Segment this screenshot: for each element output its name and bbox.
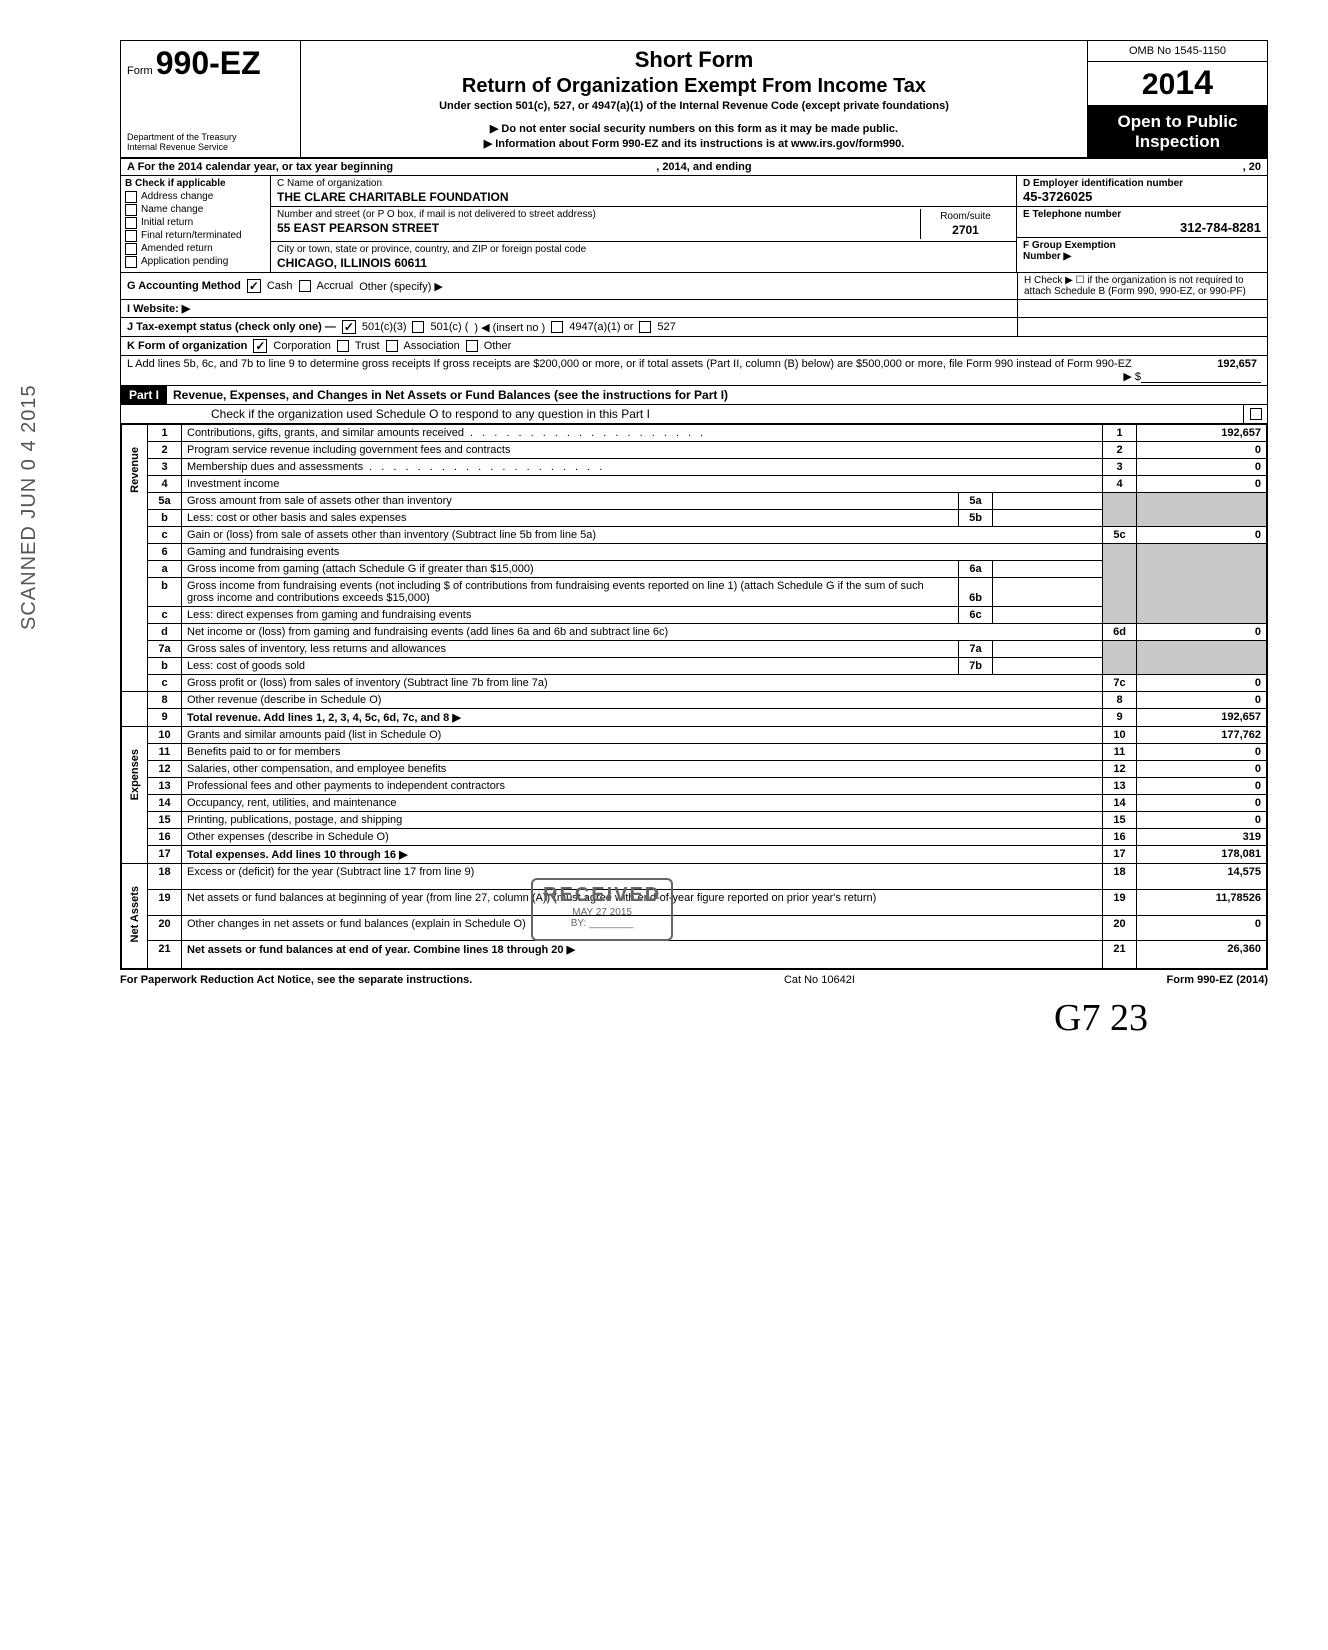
group-exempt-label: F Group Exemption xyxy=(1023,240,1261,251)
ein: 45-3726025 xyxy=(1023,189,1261,204)
bcd-block: B Check if applicable Address change Nam… xyxy=(121,176,1267,273)
street: 55 EAST PEARSON STREET xyxy=(277,221,920,235)
line10-value: 177,762 xyxy=(1137,727,1267,744)
form-header: Form 990-EZ Department of the Treasury I… xyxy=(121,41,1267,159)
sidebar-net-assets: Net Assets xyxy=(122,864,148,968)
chk-4947[interactable] xyxy=(551,321,563,333)
h-note: H Check ▶ ☐ if the organization is not r… xyxy=(1017,273,1267,299)
line3-value: 0 xyxy=(1137,459,1267,476)
line4-value: 0 xyxy=(1137,476,1267,493)
page-footer: For Paperwork Reduction Act Notice, see … xyxy=(120,970,1268,990)
tax-year: 2014 xyxy=(1088,62,1267,106)
line13-value: 0 xyxy=(1137,778,1267,795)
part1-header: Part I Revenue, Expenses, and Changes in… xyxy=(121,386,1267,405)
city: CHICAGO, ILLINOIS 60611 xyxy=(277,256,1010,270)
line20-value: 0 xyxy=(1137,915,1267,941)
chk-final[interactable] xyxy=(125,230,137,242)
org-name-label: C Name of organization xyxy=(277,178,1010,189)
line1-value: 192,657 xyxy=(1137,425,1267,442)
gross-receipts: 192,657 xyxy=(1141,358,1261,383)
chk-cash[interactable]: ✓ xyxy=(247,279,261,293)
group-number: Number ▶ xyxy=(1023,251,1261,262)
room-label: Room/suite xyxy=(927,211,1004,222)
note-info: ▶ Information about Form 990-EZ and its … xyxy=(311,137,1077,150)
note-ssn: ▶ Do not enter social security numbers o… xyxy=(311,122,1077,135)
line11-value: 0 xyxy=(1137,744,1267,761)
open-to-public: Open to Public Inspection xyxy=(1088,106,1267,157)
chk-schedule-o[interactable] xyxy=(1250,408,1262,420)
org-name: THE CLARE CHARITABLE FOUNDATION xyxy=(277,190,1010,204)
tel-label: E Telephone number xyxy=(1023,209,1261,220)
col-c: C Name of organization THE CLARE CHARITA… xyxy=(271,176,1017,272)
tel: 312-784-8281 xyxy=(1023,220,1261,235)
chk-527[interactable] xyxy=(639,321,651,333)
line17-value: 178,081 xyxy=(1137,846,1267,864)
ein-label: D Employer identification number xyxy=(1023,178,1261,189)
omb-number: OMB No 1545-1150 xyxy=(1088,41,1267,62)
part1-check-note: Check if the organization used Schedule … xyxy=(121,405,1243,423)
website-label: I Website: ▶ xyxy=(127,302,190,315)
chk-501c3[interactable]: ✓ xyxy=(342,320,356,334)
line21-value: 26,360 xyxy=(1137,941,1267,968)
chk-association[interactable] xyxy=(386,340,398,352)
form-990ez: Form 990-EZ Department of the Treasury I… xyxy=(120,40,1268,970)
row-l: L Add lines 5b, 6c, and 7b to line 9 to … xyxy=(121,356,1267,386)
line12-value: 0 xyxy=(1137,761,1267,778)
scanned-stamp: SCANNED JUN 0 4 2015 xyxy=(18,384,41,630)
line6d-value: 0 xyxy=(1137,624,1267,641)
chk-address-change[interactable] xyxy=(125,191,137,203)
form-number: Form 990-EZ xyxy=(127,45,294,82)
col-b: B Check if applicable Address change Nam… xyxy=(121,176,271,272)
line16-value: 319 xyxy=(1137,829,1267,846)
subtitle: Under section 501(c), 527, or 4947(a)(1)… xyxy=(311,100,1077,112)
handwritten-note: G7 23 xyxy=(60,996,1268,1040)
col-d: D Employer identification number 45-3726… xyxy=(1017,176,1267,272)
sidebar-expenses: Expenses xyxy=(122,727,148,864)
line2-value: 0 xyxy=(1137,442,1267,459)
room: 2701 xyxy=(927,223,1004,237)
line8-value: 0 xyxy=(1137,692,1267,709)
row-a: A For the 2014 calendar year, or tax yea… xyxy=(121,159,1267,176)
street-label: Number and street (or P O box, if mail i… xyxy=(277,209,920,220)
dept-label: Department of the Treasury Internal Reve… xyxy=(127,133,294,153)
line15-value: 0 xyxy=(1137,812,1267,829)
chk-accrual[interactable] xyxy=(299,280,311,292)
line7c-value: 0 xyxy=(1137,675,1267,692)
chk-pending[interactable] xyxy=(125,256,137,268)
chk-initial[interactable] xyxy=(125,217,137,229)
part1-table: Revenue 1 Contributions, gifts, grants, … xyxy=(121,424,1267,968)
chk-amended[interactable] xyxy=(125,243,137,255)
title-return: Return of Organization Exempt From Incom… xyxy=(311,75,1077,98)
chk-other-org[interactable] xyxy=(466,340,478,352)
row-g: G Accounting Method ✓Cash Accrual Other … xyxy=(121,273,1267,300)
chk-name-change[interactable] xyxy=(125,204,137,216)
sidebar-revenue: Revenue xyxy=(122,425,148,692)
chk-trust[interactable] xyxy=(337,340,349,352)
line9-value: 192,657 xyxy=(1137,709,1267,727)
line5c-value: 0 xyxy=(1137,527,1267,544)
line18-value: 14,575 xyxy=(1137,864,1267,890)
line19-value: 11,78526 xyxy=(1137,889,1267,915)
title-short-form: Short Form xyxy=(311,47,1077,73)
chk-501c[interactable] xyxy=(412,321,424,333)
city-label: City or town, state or province, country… xyxy=(277,244,1010,255)
line14-value: 0 xyxy=(1137,795,1267,812)
chk-corporation[interactable]: ✓ xyxy=(253,339,267,353)
